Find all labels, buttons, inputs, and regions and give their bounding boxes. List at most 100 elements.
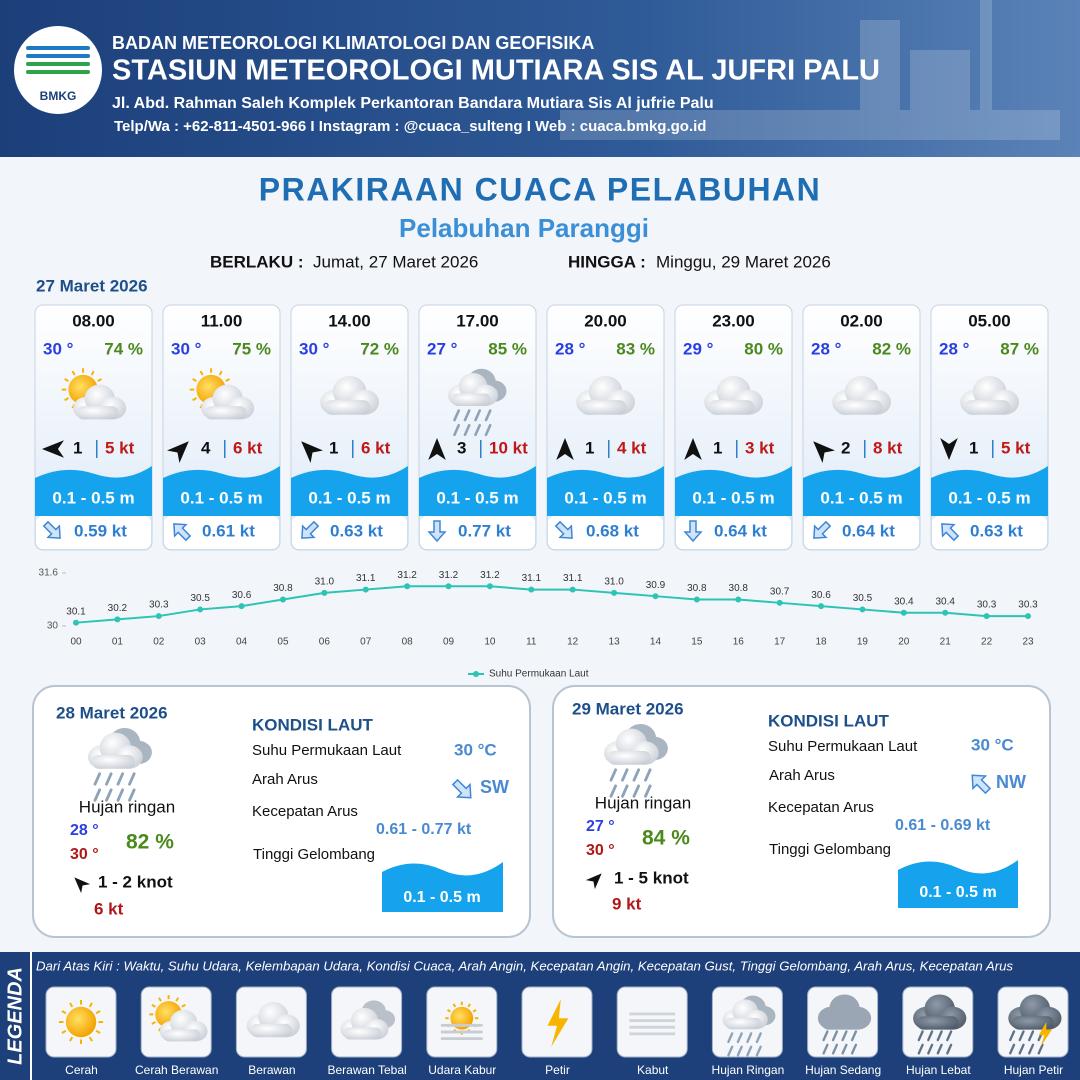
separator — [352, 440, 354, 458]
sst-value-label: 30.8 — [729, 583, 749, 594]
sea-surface-temperature: 30 °C — [454, 740, 497, 759]
sst-value-label: 30.3 — [149, 600, 169, 611]
current-strip — [548, 516, 663, 549]
wave-height: 0.1 - 0.5 m — [564, 488, 646, 507]
weather-icon — [722, 995, 776, 1057]
forecast-time: 08.00 — [72, 311, 115, 330]
x-tick-label: 03 — [195, 637, 207, 648]
x-tick-label: 21 — [940, 637, 952, 648]
wind-direction-arrow — [428, 438, 446, 460]
current-speed: 0.61 - 0.77 kt — [376, 821, 472, 838]
rain-drop — [736, 1032, 743, 1044]
sst-point — [404, 583, 411, 590]
sst-point — [652, 593, 659, 600]
current-direction-arrow — [683, 520, 703, 543]
wind-direction-arrow — [585, 873, 602, 890]
rain-drop — [453, 409, 461, 422]
air-temperature: 28 ° — [811, 339, 842, 358]
rain-drop — [927, 1030, 934, 1042]
legend-item-label: Hujan Lebat — [906, 1063, 971, 1077]
rain-drop — [841, 1043, 848, 1055]
sst-point — [693, 596, 700, 603]
wave-height: 0.1 - 0.5 m — [308, 488, 390, 507]
x-tick-label: 23 — [1022, 637, 1034, 648]
cloud-part — [821, 1016, 864, 1030]
sst-value-label: 30.5 — [190, 593, 210, 604]
cloud-part — [1012, 1016, 1054, 1030]
sun-ray — [192, 378, 197, 383]
air-temperature: 30 ° — [171, 339, 202, 358]
wind-direction-arrow — [74, 877, 91, 894]
x-tick-label: 09 — [443, 637, 455, 648]
wave-band — [931, 466, 1048, 516]
sst-point — [114, 616, 121, 623]
sst-value-label: 30.3 — [1018, 600, 1038, 611]
sea-condition-label: Arah Arus — [252, 771, 318, 788]
sun-ray — [192, 397, 197, 402]
sst-point — [735, 596, 742, 603]
weather-icon — [913, 994, 967, 1055]
weather-icon — [1008, 994, 1062, 1055]
sun-ray — [446, 1009, 451, 1013]
current-direction-arrow — [173, 523, 192, 542]
weather-icon — [832, 375, 891, 415]
day-date: 27 Maret 2026 — [36, 276, 148, 295]
weather-icon — [704, 375, 763, 415]
sst-point — [859, 606, 866, 613]
sst-value-label: 30.6 — [811, 590, 831, 601]
sst-point — [983, 613, 990, 620]
rain-drop — [1028, 1030, 1035, 1042]
x-tick-label: 20 — [898, 637, 910, 648]
separator — [992, 440, 994, 458]
x-tick-label: 15 — [691, 637, 703, 648]
sea-condition-label: Tinggi Gelombang — [253, 846, 375, 863]
sun-ray — [88, 1002, 93, 1008]
wind-direction-arrow — [42, 440, 64, 458]
cloud-part — [205, 406, 247, 420]
rain-drop — [946, 1043, 953, 1055]
sst-point — [279, 596, 286, 603]
wave-height: 0.1 - 0.5 m — [180, 488, 262, 507]
cloud-part — [964, 400, 1011, 415]
rain-drop — [946, 1030, 953, 1042]
current-strip — [164, 516, 279, 549]
logo-stripe — [26, 70, 90, 74]
wave-height: 0.1 - 0.5 m — [436, 488, 518, 507]
fog-line — [629, 1025, 675, 1029]
gust-speed: 6 kt — [361, 438, 391, 457]
sun-ray — [71, 370, 76, 376]
y-tick-label: 31.6 — [39, 568, 59, 579]
wind-speed: 1 — [73, 438, 82, 457]
temperature-max: 30 ° — [586, 842, 615, 859]
separator — [96, 440, 98, 458]
rain-drop — [105, 788, 113, 802]
page-title: PRAKIRAAN CUACA PELABUHAN — [259, 171, 822, 207]
sun-ray — [151, 1003, 156, 1008]
sun-ray — [61, 1010, 67, 1015]
sun-ray — [64, 378, 69, 383]
air-temperature: 30 ° — [299, 339, 330, 358]
rain-drop — [93, 772, 102, 786]
sun-ray — [467, 1003, 471, 1008]
air-temperature: 27 ° — [427, 339, 458, 358]
rain-drop — [116, 788, 125, 802]
cloud-part — [343, 1027, 382, 1040]
sst-value-label: 30.9 — [646, 580, 666, 591]
rain-drop — [746, 1045, 753, 1057]
forecast-time: 02.00 — [840, 311, 883, 330]
cloud-part — [250, 1023, 293, 1038]
station-contact: Telp/Wa : +62-811-4501-966 I Instagram :… — [114, 118, 706, 135]
rain-drop — [831, 1043, 839, 1055]
legend-label: Suhu Permukaan Laut — [489, 669, 589, 680]
current-speed: 0.59 kt — [74, 521, 127, 540]
valid-to-label: HINGGA : — [568, 252, 646, 271]
current-strip — [36, 516, 151, 549]
sun-ray — [175, 997, 180, 1002]
wind-speed: 1 — [585, 438, 594, 457]
x-tick-label: 17 — [774, 637, 786, 648]
wave-band — [382, 862, 503, 912]
current-speed: 0.63 kt — [330, 521, 383, 540]
sun-ray — [95, 1010, 101, 1015]
rain-drop — [1009, 1030, 1016, 1042]
